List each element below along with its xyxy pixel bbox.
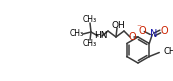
Text: CH₃: CH₃	[163, 47, 173, 56]
Text: CH₃: CH₃	[70, 29, 84, 38]
Text: O: O	[160, 26, 168, 37]
Text: ⁻: ⁻	[137, 23, 142, 32]
Text: N: N	[150, 29, 157, 40]
Text: CH₃: CH₃	[83, 40, 97, 49]
Text: CH₃: CH₃	[83, 14, 97, 23]
Text: HN: HN	[94, 32, 108, 40]
Text: OH: OH	[111, 20, 125, 29]
Text: O: O	[128, 32, 136, 42]
Text: O: O	[138, 26, 146, 37]
